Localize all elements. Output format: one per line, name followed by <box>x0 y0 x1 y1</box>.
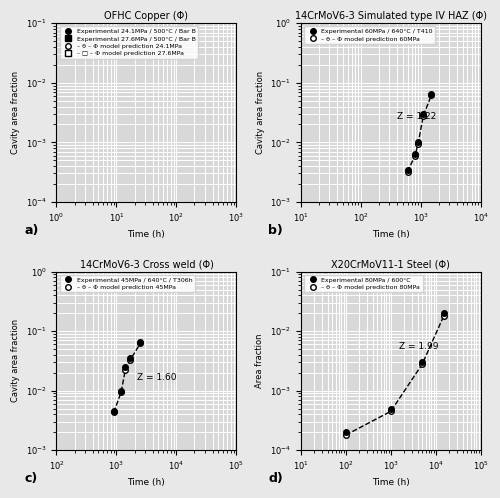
Title: X20CrMoV11-1 Steel (Φ): X20CrMoV11-1 Steel (Φ) <box>332 259 450 269</box>
X-axis label: Time (h): Time (h) <box>128 478 166 487</box>
Text: Z = 1.44: Z = 1.44 <box>0 497 1 498</box>
Legend: Experimental 60MPa / 640°C / T410, – θ – Φ model prediction 60MPa: Experimental 60MPa / 640°C / T410, – θ –… <box>304 26 436 44</box>
X-axis label: Time (h): Time (h) <box>372 478 410 487</box>
X-axis label: Time (h): Time (h) <box>372 230 410 239</box>
Y-axis label: Cavity area fraction: Cavity area fraction <box>11 319 20 402</box>
Legend: Experimental 24.1MPa / 500°C / Bar B, Experimental 27.6MPa / 500°C / Bar B, – θ : Experimental 24.1MPa / 500°C / Bar B, Ex… <box>60 26 198 59</box>
Legend: Experimental 80MPa / 600°C, – θ – Φ model prediction 80MPa: Experimental 80MPa / 600°C, – θ – Φ mode… <box>304 275 423 292</box>
Title: 14CrMoV6-3 Cross weld (Φ): 14CrMoV6-3 Cross weld (Φ) <box>80 259 214 269</box>
Text: c): c) <box>24 473 38 486</box>
Text: Z = 1.22: Z = 1.22 <box>397 112 436 121</box>
Text: b): b) <box>268 224 283 237</box>
Text: Z = 1.60: Z = 1.60 <box>0 497 1 498</box>
Y-axis label: Area fraction: Area fraction <box>256 334 264 388</box>
Y-axis label: Cavity area fraction: Cavity area fraction <box>11 71 20 154</box>
Text: d): d) <box>268 473 283 486</box>
Text: Z = 1.99: Z = 1.99 <box>399 342 438 351</box>
Text: Z = 1.60: Z = 1.60 <box>137 373 176 382</box>
Text: a): a) <box>24 224 38 237</box>
Title: 14CrMoV6-3 Simulated type IV HAZ (Φ): 14CrMoV6-3 Simulated type IV HAZ (Φ) <box>295 11 487 21</box>
Title: OFHC Copper (Φ): OFHC Copper (Φ) <box>104 11 188 21</box>
X-axis label: Time (h): Time (h) <box>128 230 166 239</box>
Legend: Experimental 45MPa / 640°C / T306h, – θ – Φ model prediction 45MPa: Experimental 45MPa / 640°C / T306h, – θ … <box>60 275 195 292</box>
Y-axis label: Cavity area fraction: Cavity area fraction <box>256 71 264 154</box>
